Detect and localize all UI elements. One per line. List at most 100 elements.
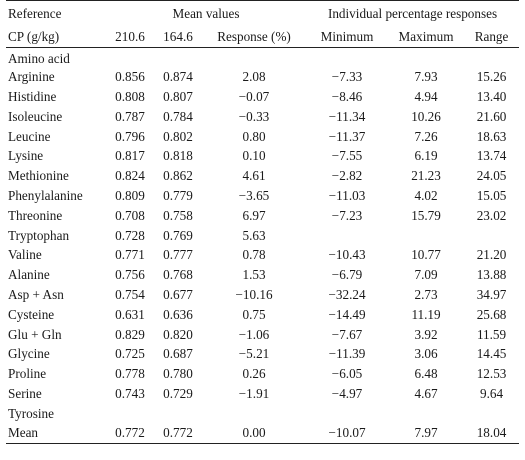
cell-response: 0.26 — [242, 366, 266, 382]
cell-minimum: −11.37 — [328, 128, 366, 144]
cell-mean-164: 0.820 — [163, 326, 193, 342]
header-reference: Reference — [6, 0, 106, 26]
table-row: Methionine 0.824 0.862 4.61 −2.82 21.23 24.05 — [6, 166, 519, 186]
cell-maximum: 15.79 — [411, 207, 441, 223]
cell-mean-164 — [154, 48, 202, 68]
cell-maximum: 7.97 — [388, 423, 465, 444]
data-table: Reference Mean values Individual percent… — [6, 0, 520, 444]
cell-response: 0.80 — [242, 128, 266, 144]
cell-mean-164: 0.729 — [163, 385, 193, 401]
cell-range — [464, 404, 519, 424]
cell-maximum: 6.48 — [414, 366, 438, 382]
table-row: Histidine 0.808 0.807 −0.07 −8.46 4.94 13.40 — [6, 87, 519, 107]
cell-range: 34.97 — [476, 286, 507, 302]
cell-minimum: −32.24 — [328, 286, 366, 302]
cell-reference: Threonine — [8, 207, 63, 223]
cell-minimum: −11.34 — [328, 108, 366, 124]
cell-reference: Lysine — [8, 148, 44, 164]
cell-range: 21.60 — [476, 108, 507, 124]
table-row: Leucine 0.796 0.802 0.80 −11.37 7.26 18.63 — [6, 127, 519, 147]
cell-mean-210: 0.743 — [115, 385, 145, 401]
cell-maximum — [388, 48, 464, 68]
cell-reference: Tyrosine — [8, 405, 54, 421]
cell-maximum: 21.23 — [411, 168, 441, 184]
amino-acid-table: Reference Mean values Individual percent… — [6, 0, 520, 444]
cell-range: 23.02 — [476, 207, 507, 223]
table-row: Proline 0.778 0.780 0.26 −6.05 6.48 12.53 — [6, 364, 519, 384]
cell-mean-210: 0.754 — [115, 286, 145, 302]
cell-range: 18.63 — [476, 128, 507, 144]
cell-mean-164: 0.802 — [163, 128, 193, 144]
cell-maximum — [388, 404, 464, 424]
cell-range: 9.64 — [480, 385, 504, 401]
cell-mean-210: 0.796 — [115, 128, 145, 144]
cell-minimum: −7.67 — [331, 326, 363, 342]
cell-mean-164: 0.769 — [163, 227, 193, 243]
table-row: Tryptophan 0.728 0.769 5.63 — [6, 226, 519, 246]
cell-reference: Methionine — [8, 168, 69, 184]
cell-mean-210: 0.856 — [115, 69, 145, 85]
cell-response: 0.10 — [242, 148, 266, 164]
cell-mean-164: 0.768 — [163, 267, 193, 283]
cell-mean-210: 0.631 — [115, 306, 145, 322]
cell-maximum: 10.77 — [411, 247, 441, 263]
cell-maximum: 3.92 — [414, 326, 438, 342]
cell-mean-164: 0.777 — [163, 247, 193, 263]
cell-reference: Serine — [8, 385, 42, 401]
cell-minimum: −11.03 — [328, 187, 366, 203]
cell-maximum: 10.26 — [411, 108, 441, 124]
cell-maximum: 4.94 — [414, 88, 438, 104]
cell-mean-210: 0.824 — [115, 168, 145, 184]
cell-range: 14.45 — [476, 346, 507, 362]
cell-minimum: −6.79 — [331, 267, 363, 283]
header-cp-b: 164.6 — [154, 26, 202, 48]
cell-response: 0.00 — [202, 423, 307, 444]
cell-minimum: −4.97 — [331, 385, 363, 401]
cell-minimum: −7.33 — [331, 69, 363, 85]
cell-maximum: 11.19 — [411, 306, 441, 322]
cell-mean-164: 0.779 — [163, 187, 193, 203]
cell-response: 1.53 — [242, 267, 266, 283]
cell-reference: Tryptophan — [8, 227, 70, 243]
cell-mean-210: 0.809 — [115, 187, 145, 203]
header-cp-a: 210.6 — [106, 26, 154, 48]
cell-minimum: −7.55 — [331, 148, 363, 164]
table-row: Serine 0.743 0.729 −1.91 −4.97 4.67 9.64 — [6, 384, 519, 404]
cell-range: 13.40 — [476, 88, 507, 104]
cell-minimum: −6.05 — [331, 366, 363, 382]
table-row: Glycine 0.725 0.687 −5.21 −11.39 3.06 14.45 — [6, 344, 519, 364]
cell-reference: Histidine — [8, 88, 57, 104]
cell-minimum — [306, 226, 388, 246]
cell-response: −10.16 — [235, 286, 273, 302]
cell-minimum: −2.82 — [331, 168, 363, 184]
cell-minimum: −10.43 — [328, 247, 366, 263]
table-row: Lysine 0.817 0.818 0.10 −7.55 6.19 13.74 — [6, 146, 519, 166]
table-row: Glu + Gln 0.829 0.820 −1.06 −7.67 3.92 11.59 — [6, 325, 519, 345]
cell-mean-164: 0.818 — [163, 148, 193, 164]
cell-reference: Isoleucine — [8, 108, 63, 124]
header-maximum: Maximum — [388, 26, 465, 48]
cell-mean-164 — [154, 404, 202, 424]
cell-mean-210: 0.808 — [115, 88, 145, 104]
header-range: Range — [464, 26, 520, 48]
cell-maximum: 3.06 — [414, 346, 438, 362]
cell-minimum: −10.07 — [306, 423, 389, 444]
cell-minimum — [306, 48, 388, 68]
cell-response: −5.21 — [238, 346, 270, 362]
cell-response: −1.91 — [238, 385, 270, 401]
cell-mean-210: 0.772 — [106, 423, 154, 444]
cell-maximum: 4.67 — [414, 385, 438, 401]
table-row: Alanine 0.756 0.768 1.53 −6.79 7.09 13.88 — [6, 265, 519, 285]
cell-mean-164: 0.807 — [163, 88, 193, 104]
cell-reference: Proline — [8, 366, 47, 382]
cell-response: 4.61 — [242, 168, 266, 184]
cell-minimum: −8.46 — [331, 88, 363, 104]
table-row: Amino acid — [6, 48, 519, 68]
table-row: Valine 0.771 0.777 0.78 −10.43 10.77 21.20 — [6, 245, 519, 265]
cell-mean-164: 0.636 — [163, 306, 193, 322]
cell-response: 2.08 — [242, 69, 266, 85]
header-cp: CP (g/kg) — [6, 26, 106, 48]
cell-mean-164: 0.772 — [154, 423, 202, 444]
table-row: Tyrosine — [6, 404, 519, 424]
table-body: Amino acid Arginine 0.856 0.874 2.08 −7.33 7.9… — [6, 48, 520, 444]
